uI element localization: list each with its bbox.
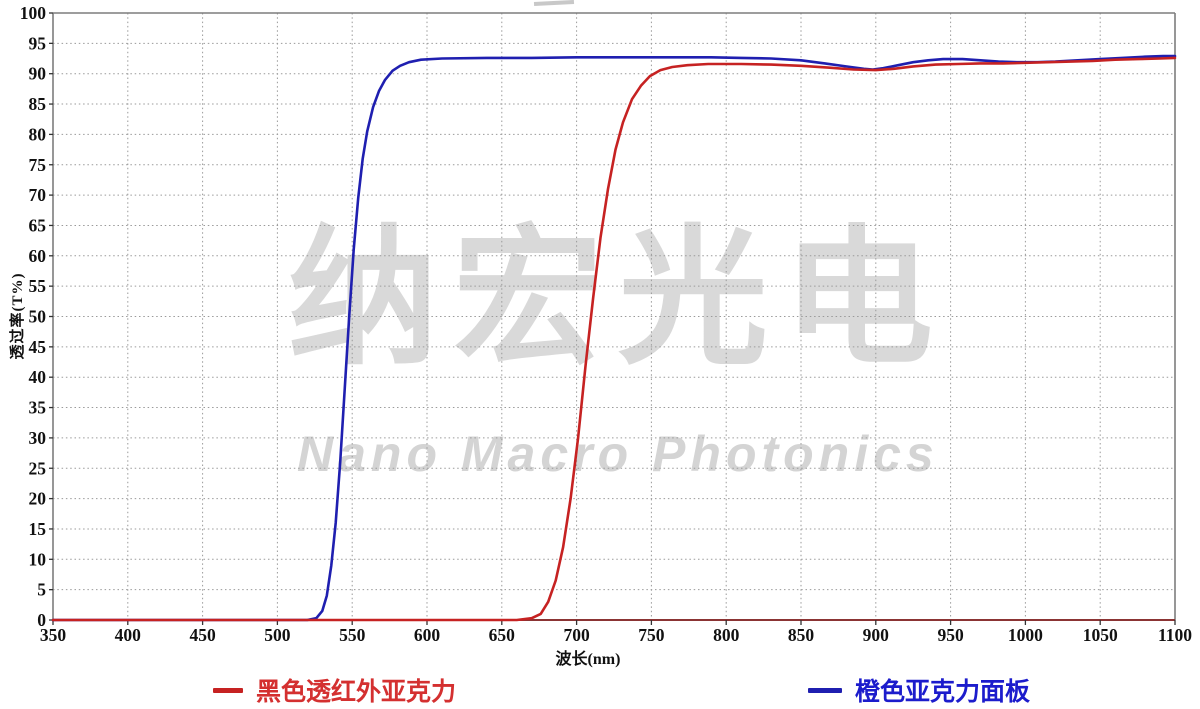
svg-text:5: 5	[37, 580, 46, 600]
svg-text:60: 60	[29, 246, 47, 266]
legend-label-black-ir-acrylic: 黑色透红外亚克力	[256, 678, 457, 706]
svg-text:75: 75	[29, 155, 47, 175]
svg-text:65: 65	[29, 215, 47, 235]
svg-text:900: 900	[863, 625, 890, 645]
blue-line-swatch	[808, 687, 842, 693]
svg-text:1050: 1050	[1083, 625, 1118, 645]
svg-text:350: 350	[40, 625, 67, 645]
svg-text:90: 90	[29, 64, 47, 84]
svg-text:550: 550	[339, 625, 366, 645]
legend-label-orange-acrylic: 橙色亚克力面板	[855, 678, 1031, 706]
svg-text:25: 25	[29, 458, 47, 478]
series-line-橙色亚克力面板	[51, 54, 1177, 622]
svg-text:400: 400	[115, 625, 142, 645]
svg-text:20: 20	[29, 489, 47, 509]
svg-text:85: 85	[29, 94, 47, 114]
svg-text:0: 0	[37, 610, 46, 630]
svg-text:80: 80	[29, 124, 47, 144]
gridlines	[53, 13, 1175, 620]
series-line-黑色透红外亚克力	[51, 56, 1177, 622]
watermark-english: Nano Macro Photonics	[297, 426, 939, 482]
svg-text:850: 850	[788, 625, 815, 645]
legend: 黑色透红外亚克力 橙色亚克力面板	[0, 672, 1200, 709]
svg-text:45: 45	[29, 337, 47, 357]
svg-text:1100: 1100	[1158, 625, 1192, 645]
svg-text:40: 40	[29, 367, 47, 387]
axis-ticks	[49, 12, 1176, 625]
svg-text:800: 800	[713, 625, 740, 645]
svg-text:750: 750	[638, 625, 665, 645]
red-line-swatch	[213, 687, 243, 693]
svg-text:55: 55	[29, 276, 47, 296]
svg-text:100: 100	[20, 3, 47, 23]
watermark-chinese: 纳宏光电	[288, 214, 949, 382]
y-tick-labels: 0 5 10 15 20 25 30 35 40 45 50 55 60 65 70 75 80 85 90 95 10…	[20, 3, 47, 630]
svg-text:450: 450	[189, 625, 216, 645]
svg-text:950: 950	[937, 625, 964, 645]
svg-text:35: 35	[29, 398, 47, 418]
y-axis-label: 透过率(T%)	[10, 272, 26, 360]
svg-text:70: 70	[29, 185, 47, 205]
legend-item-orange-acrylic: 橙色亚克力面板	[808, 672, 1030, 708]
x-tick-labels: 350 400 450 500 550 600 650 700 750 800 850 900 950 1…	[40, 625, 1192, 645]
svg-text:95: 95	[29, 33, 47, 53]
svg-text:1000: 1000	[1008, 625, 1043, 645]
x-axis-label: 波长(nm)	[555, 651, 621, 668]
svg-text:10: 10	[29, 549, 47, 569]
svg-text:700: 700	[563, 625, 590, 645]
svg-text:600: 600	[414, 625, 441, 645]
svg-text:50: 50	[29, 307, 47, 327]
svg-text:650: 650	[489, 625, 516, 645]
legend-item-black-ir-acrylic: 黑色透红外亚克力	[213, 672, 456, 708]
svg-text:500: 500	[264, 625, 291, 645]
svg-text:15: 15	[29, 519, 47, 539]
svg-text:30: 30	[29, 428, 47, 448]
